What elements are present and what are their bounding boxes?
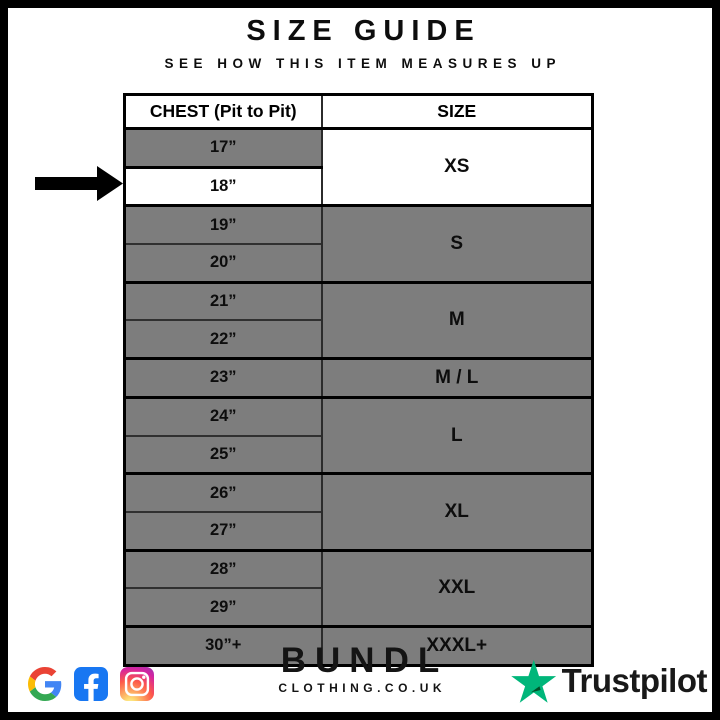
chest-cell: 21” [124,280,322,321]
size-cell: M / L [320,357,593,398]
chest-cell: 29” [124,587,322,627]
size-cell: XS [320,126,593,206]
google-icon[interactable] [28,667,62,701]
page-subtitle: SEE HOW THIS ITEM MEASURES UP [164,56,562,71]
column-header-chest: CHEST (Pit to Pit) [124,94,322,130]
size-cell: L [320,395,593,474]
table-row: 21” M [124,280,593,359]
chest-cell: 23” [124,357,322,398]
size-cell: XXL [320,548,593,627]
chest-cell: 24” [124,395,322,436]
table-row: 26” XL [124,472,593,551]
trustpilot-label: Trustpilot [561,662,708,699]
chest-cell: 20” [124,243,322,283]
table-row: 18” [124,165,593,206]
table-row: 29” [124,587,593,627]
table-row: 27” [124,510,593,551]
size-cell: XXXL+ [320,624,593,666]
chest-cell: 30”+ [124,624,322,666]
highlight-arrow-icon [35,166,123,201]
size-cell: XL [320,472,593,551]
social-icons [28,667,154,701]
chest-cell: 19” [124,204,322,245]
table-row: 19” S [124,204,593,283]
size-table: CHEST (Pit to Pit) SIZE 17” XS 18” 19” S 20” 2… [123,93,594,667]
chest-cell: 17” [124,127,322,168]
size-table-body: 17” XS 18” 19” S 20” 21” M 22” 23” M / L 24” L 25” 26”… [124,126,593,666]
table-row: 24” L [124,395,593,474]
column-header-size: SIZE [320,94,593,130]
size-cell: M [320,280,593,359]
size-cell: S [320,204,593,283]
table-row: 28” XXL [124,548,593,627]
chest-cell: 28” [124,548,322,589]
table-row: 22” [124,319,593,359]
table-row: 30”+ XXXL+ [124,624,593,666]
table-row: 20” [124,243,593,283]
chest-cell: 27” [124,510,322,551]
chest-cell: 25” [124,434,322,474]
table-row: 17” XS [124,126,593,206]
page-title: SIZE GUIDE [246,15,481,47]
chest-cell: 26” [124,472,322,512]
trustpilot-logo[interactable]: Trustpilot [510,659,708,703]
trustpilot-star-icon [510,659,556,703]
table-row: 23” M / L [124,357,593,398]
table-row: 25” [124,434,593,474]
instagram-icon[interactable] [120,667,154,701]
chest-cell: 18” [124,165,322,206]
table-header-row: CHEST (Pit to Pit) SIZE [124,94,593,130]
facebook-icon[interactable] [74,667,108,701]
chest-cell: 22” [124,319,322,359]
